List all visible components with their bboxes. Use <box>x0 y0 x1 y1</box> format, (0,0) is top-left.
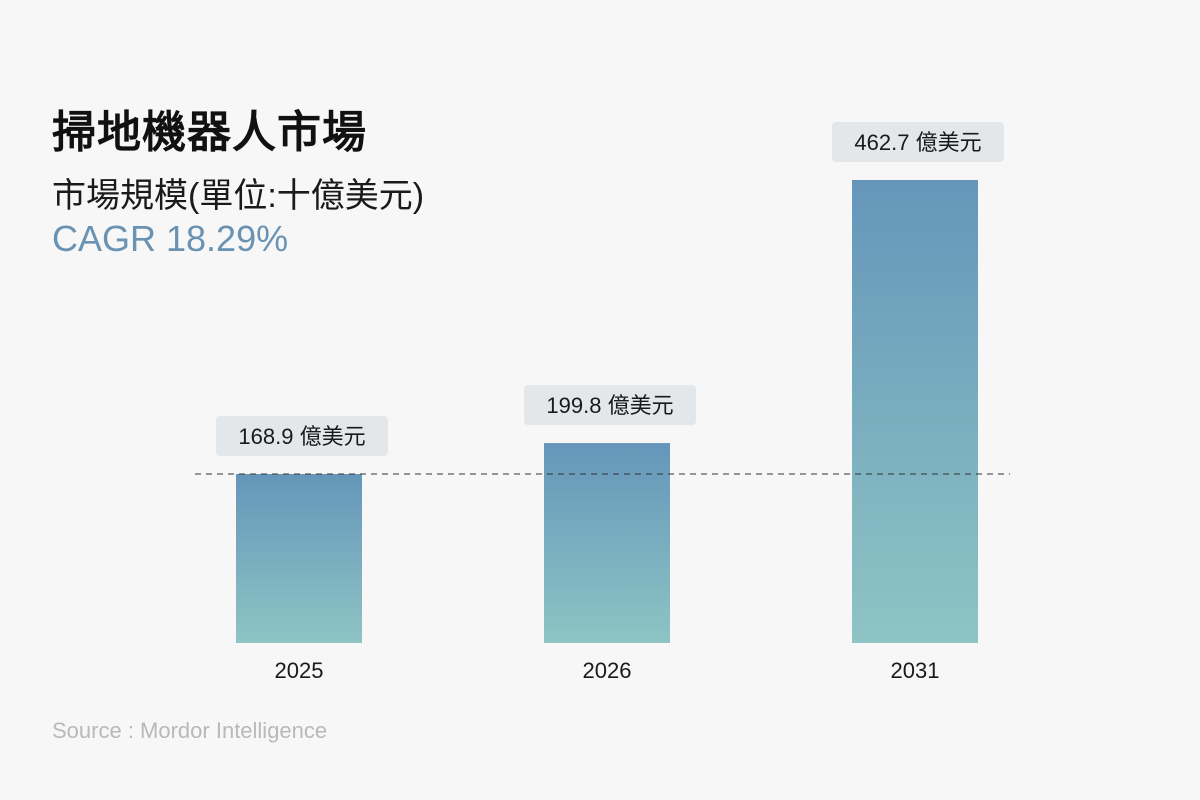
x-tick-label-2031: 2031 <box>891 658 940 683</box>
value-label-box-2031 <box>832 122 1004 162</box>
chart-subtitle: 市場規模(單位:十億美元) <box>52 177 425 215</box>
x-tick-label-2026: 2026 <box>583 658 632 683</box>
x-tick-label-2025: 2025 <box>275 658 324 683</box>
cagr-label: CAGR 18.29% <box>52 218 289 259</box>
bar-2031 <box>852 180 978 643</box>
bar-2025 <box>236 473 362 643</box>
value-label-2031: 462.7 億美元 <box>854 130 981 155</box>
page-title: 掃地機器人市場 <box>52 108 367 157</box>
source-note: Source : Mordor Intelligence <box>52 718 328 743</box>
value-label-2026: 199.8 億美元 <box>546 393 673 418</box>
value-label-box-2025 <box>216 415 388 456</box>
bar-2026 <box>544 443 670 643</box>
value-label-2025: 168.9 億美元 <box>238 424 365 449</box>
value-label-box-2026 <box>524 385 696 426</box>
